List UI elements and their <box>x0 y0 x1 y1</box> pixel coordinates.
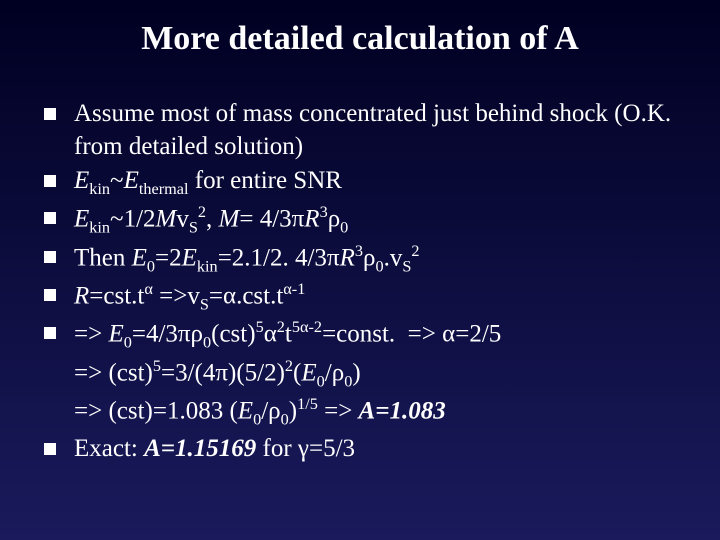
list-subline: => (cst)5=3/(4π)(5/2)2(E0/ρ0) <box>40 356 680 392</box>
list-item: R=cst.tα =>vS=α.cst.tα-1 <box>40 279 680 315</box>
list-subline: => (cst)=1.083 (E0/ρ0)1/5 => A=1.083 <box>40 394 680 430</box>
bullet-list: Assume most of mass concentrated just be… <box>40 98 680 465</box>
list-item: Assume most of mass concentrated just be… <box>40 98 680 163</box>
list-item: Then E0=2Ekin=2.1/2. 4/3πR3ρ0.vS2 <box>40 241 680 277</box>
list-item: Exact: A=1.15169 for γ=5/3 <box>40 433 680 466</box>
list-item: Ekin~Ethermal for entire SNR <box>40 165 680 200</box>
slide: More detailed calculation of A Assume mo… <box>0 0 720 540</box>
slide-title: More detailed calculation of A <box>40 20 680 58</box>
list-item: Ekin~1/2MvS2, M= 4/3πR3ρ0 <box>40 202 680 238</box>
list-item: => E0=4/3πρ0(cst)5α2t5α-2=const. => α=2/… <box>40 317 680 353</box>
